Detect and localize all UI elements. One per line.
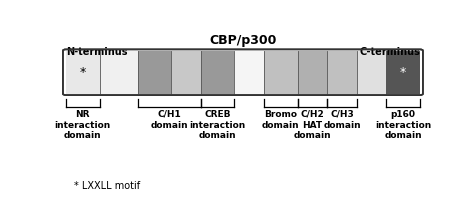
Text: C-terminus: C-terminus	[359, 47, 420, 57]
Bar	[357, 51, 386, 94]
Text: CBP/p300: CBP/p300	[209, 34, 277, 47]
Text: * LXXLL motif: * LXXLL motif	[74, 181, 140, 191]
Bar	[201, 51, 235, 94]
Text: CREB
interaction
domain: CREB interaction domain	[190, 110, 246, 140]
Bar	[298, 51, 327, 94]
Bar	[264, 51, 298, 94]
Text: *: *	[400, 66, 406, 79]
FancyBboxPatch shape	[63, 49, 423, 95]
Text: C/H1
domain: C/H1 domain	[150, 110, 188, 129]
Bar	[100, 51, 137, 94]
Bar	[327, 51, 357, 94]
Bar	[171, 51, 201, 94]
Text: Bromo
domain: Bromo domain	[262, 110, 300, 129]
Text: C/H3
domain: C/H3 domain	[323, 110, 361, 129]
Bar	[66, 51, 100, 94]
Text: *: *	[80, 66, 86, 79]
Text: C/H2
HAT
domain: C/H2 HAT domain	[294, 110, 331, 140]
Bar	[235, 51, 264, 94]
Bar	[137, 51, 171, 94]
Bar	[386, 51, 420, 94]
Text: NR
interaction
domain: NR interaction domain	[55, 110, 111, 140]
Text: p160
interaction
domain: p160 interaction domain	[375, 110, 431, 140]
Text: N-terminus: N-terminus	[66, 47, 128, 57]
